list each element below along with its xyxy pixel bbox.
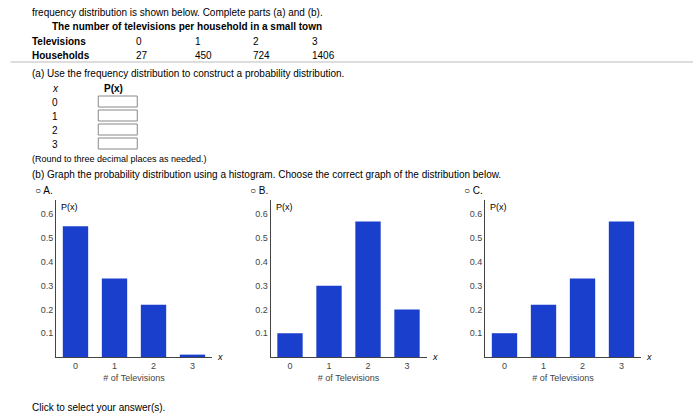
svg-text:x: x [52,83,59,94]
svg-text:○ C.: ○ C. [464,185,483,196]
svg-text:2: 2 [365,361,370,371]
svg-text:Households: Households [32,50,90,61]
svg-text:P(x): P(x) [61,202,78,212]
svg-text:2: 2 [580,361,585,371]
svg-text:0.2: 0.2 [255,305,268,315]
svg-text:0: 0 [73,361,78,371]
svg-text:1: 1 [195,36,201,47]
svg-text:27: 27 [136,50,148,61]
svg-text:450: 450 [195,50,212,61]
svg-text:724: 724 [253,50,270,61]
svg-text:# of Televisions: # of Televisions [318,373,380,383]
svg-text:0.5: 0.5 [41,233,54,243]
svg-text:1: 1 [112,361,117,371]
svg-text:○ A.: ○ A. [35,185,53,196]
svg-text:0.1: 0.1 [41,328,54,338]
svg-text:0.6: 0.6 [470,209,483,219]
svg-text:(a) Use the frequency distribu: (a) Use the frequency distribution to co… [32,68,344,79]
svg-text:0.2: 0.2 [41,305,54,315]
svg-text:0.5: 0.5 [255,233,268,243]
svg-text:0.4: 0.4 [41,257,54,267]
svg-text:1: 1 [541,361,546,371]
svg-text:(Round to three decimal places: (Round to three decimal places as needed… [32,154,207,164]
svg-text:3: 3 [619,361,624,371]
svg-text:0.6: 0.6 [41,209,54,219]
svg-text:0.4: 0.4 [470,257,483,267]
svg-text:2: 2 [52,125,58,136]
svg-text:0: 0 [52,97,58,108]
svg-text:Click to select your answer(s): Click to select your answer(s). [32,402,165,413]
svg-text:# of Televisions: # of Televisions [103,373,165,383]
svg-text:0.3: 0.3 [470,281,483,291]
svg-text:2: 2 [151,361,156,371]
svg-text:2: 2 [253,36,259,47]
svg-text:3: 3 [312,36,318,47]
svg-text:1: 1 [52,111,58,122]
svg-text:3: 3 [190,361,195,371]
svg-text:0: 0 [287,361,292,371]
svg-text:0.1: 0.1 [255,328,268,338]
svg-text:x: x [646,352,652,362]
svg-text:0.3: 0.3 [41,281,54,291]
svg-text:0.1: 0.1 [470,328,483,338]
svg-text:0.4: 0.4 [255,257,268,267]
svg-text:3: 3 [404,361,409,371]
svg-text:P(x): P(x) [276,202,293,212]
svg-text:# of Televisions: # of Televisions [532,373,594,383]
svg-text:0: 0 [136,36,142,47]
svg-text:1: 1 [326,361,331,371]
svg-text:0.6: 0.6 [255,209,268,219]
svg-text:0.3: 0.3 [255,281,268,291]
svg-text:x: x [217,352,223,362]
svg-text:Televisions: Televisions [32,36,86,47]
svg-text:(b) Graph the probability dist: (b) Graph the probability distribution u… [32,169,501,180]
svg-text:The number of televisions per: The number of televisions per household … [52,21,322,32]
svg-text:P(x): P(x) [104,83,123,94]
svg-text:0.5: 0.5 [470,233,483,243]
svg-text:frequency distribution is show: frequency distribution is shown below. C… [32,7,323,18]
svg-text:P(x): P(x) [490,202,507,212]
svg-text:0.2: 0.2 [470,305,483,315]
svg-text:1406: 1406 [312,50,335,61]
svg-text:0: 0 [502,361,507,371]
svg-text:3: 3 [52,139,58,150]
svg-text:○ B.: ○ B. [250,185,268,196]
svg-text:x: x [432,352,438,362]
